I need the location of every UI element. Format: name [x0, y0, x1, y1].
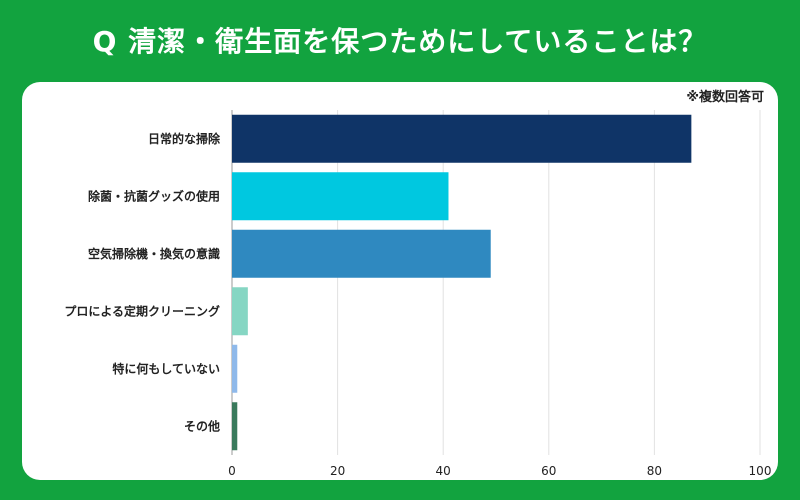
x-tick-label: 60: [541, 464, 556, 478]
category-label: 除菌・抗菌グッズの使用: [88, 188, 220, 203]
multiple-answer-note: ※複数回答可: [686, 90, 764, 105]
category-label: プロによる定期クリーニング: [64, 303, 220, 318]
bar: [232, 229, 491, 278]
bar: [232, 287, 248, 336]
bar: [232, 172, 449, 221]
category-label: 空気掃除機・換気の意識: [88, 246, 220, 261]
category-label: 特に何もしていない: [112, 361, 220, 376]
category-label: その他: [184, 418, 220, 433]
x-tick-label: 0: [228, 464, 236, 478]
x-tick-label: 100: [749, 464, 772, 478]
x-tick-label: 40: [436, 464, 451, 478]
x-tick-label: 80: [647, 464, 662, 478]
bar: [232, 344, 238, 393]
bar: [232, 114, 692, 163]
bar: [232, 402, 238, 451]
page-title: Q 清潔・衛生面を保つためにしていることは？: [92, 25, 708, 58]
category-label: 日常的な掃除: [148, 131, 221, 146]
x-tick-label: 20: [330, 464, 345, 478]
